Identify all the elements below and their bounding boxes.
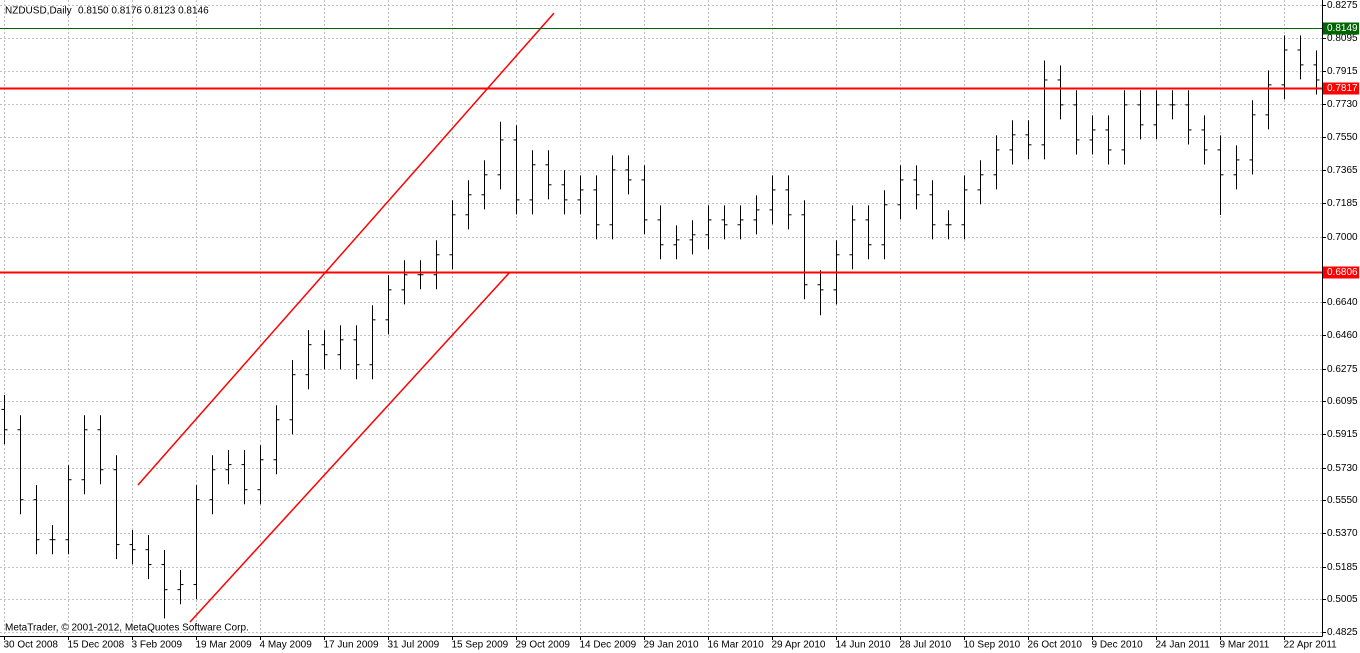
- y-tick-label: 0.6275: [1327, 364, 1358, 375]
- y-tick-label: 0.5370: [1327, 528, 1358, 539]
- x-tick-label: 14 Jun 2010: [836, 640, 891, 651]
- y-tick-label: 0.6640: [1327, 297, 1358, 308]
- x-tick-label: 14 Dec 2009: [580, 640, 637, 651]
- x-tick-label: 3 Feb 2009: [132, 640, 183, 651]
- y-tick-label: 0.7550: [1327, 132, 1358, 143]
- axes-layer: 0.8275 0.8095 0.7915 0.7730 0.7550 0.7365 0.71…: [4, 0, 1359, 651]
- y-tick-label: 0.7915: [1327, 66, 1358, 77]
- chart-subtitle: 0.8150 0.8176 0.8123 0.8146: [78, 6, 209, 17]
- x-tick-label: 29 Jan 2010: [644, 640, 699, 651]
- x-tick-label: 22 Apr 2011: [1284, 640, 1338, 651]
- watermark: MetaTrader, © 2001-2012, MetaQuotes Soft…: [5, 623, 249, 634]
- price-label: 0.8149: [1327, 23, 1358, 34]
- x-tick-label: 24 Jan 2011: [1156, 640, 1211, 651]
- y-tick-label: 0.7000: [1327, 232, 1358, 243]
- y-tick-label: 0.6460: [1327, 330, 1358, 341]
- y-tick-label: 0.7185: [1327, 198, 1358, 209]
- price-label: 0.7817: [1327, 83, 1358, 94]
- price-label-box: [1323, 22, 1359, 35]
- price-label: 0.6806: [1327, 267, 1358, 278]
- y-tick-label: 0.8095: [1327, 33, 1358, 44]
- x-tick-label: 15 Sep 2009: [452, 640, 509, 651]
- x-tick-label: 4 May 2009: [260, 640, 313, 651]
- x-tick-label: 9 Dec 2010: [1092, 640, 1144, 651]
- y-tick-label: 0.8275: [1327, 0, 1358, 11]
- x-tick-label: 19 Mar 2009: [196, 640, 253, 651]
- x-tick-label: 10 Sep 2010: [964, 640, 1021, 651]
- y-tick-label: 0.6095: [1327, 396, 1358, 407]
- trend-line: [189, 271, 511, 623]
- marks-layer: [0, 12, 1322, 623]
- x-tick-label: 31 Jul 2009: [388, 640, 440, 651]
- y-tick-label: 0.5915: [1327, 429, 1358, 440]
- x-tick-label: 9 Mar 2011: [1220, 640, 1270, 651]
- y-tick-label: 0.5005: [1327, 594, 1358, 605]
- y-tick-label: 0.5185: [1327, 562, 1358, 573]
- y-tick-label: 0.4825: [1327, 627, 1358, 638]
- x-tick-label: 28 Jul 2010: [900, 640, 952, 651]
- x-tick-label: 17 Jun 2009: [324, 640, 379, 651]
- price-label-box: [1323, 82, 1359, 95]
- x-tick-label: 30 Oct 2008: [4, 640, 59, 651]
- x-tick-label: 16 Mar 2010: [708, 640, 765, 651]
- y-tick-label: 0.7365: [1327, 165, 1358, 176]
- grid-layer: [0, 0, 1322, 636]
- y-tick-label: 0.5730: [1327, 463, 1358, 474]
- x-tick-label: 15 Dec 2008: [68, 640, 125, 651]
- price-label-box: [1323, 266, 1359, 279]
- x-tick-label: 26 Oct 2010: [1028, 640, 1083, 651]
- x-tick-label: 29 Apr 2010: [772, 640, 826, 651]
- y-tick-label: 0.5550: [1327, 495, 1358, 506]
- x-tick-label: 29 Oct 2009: [516, 640, 571, 651]
- y-tick-label: 0.7730: [1327, 99, 1358, 110]
- trend-line: [137, 12, 555, 486]
- chart-title: NZDUSD,Daily: [5, 6, 72, 17]
